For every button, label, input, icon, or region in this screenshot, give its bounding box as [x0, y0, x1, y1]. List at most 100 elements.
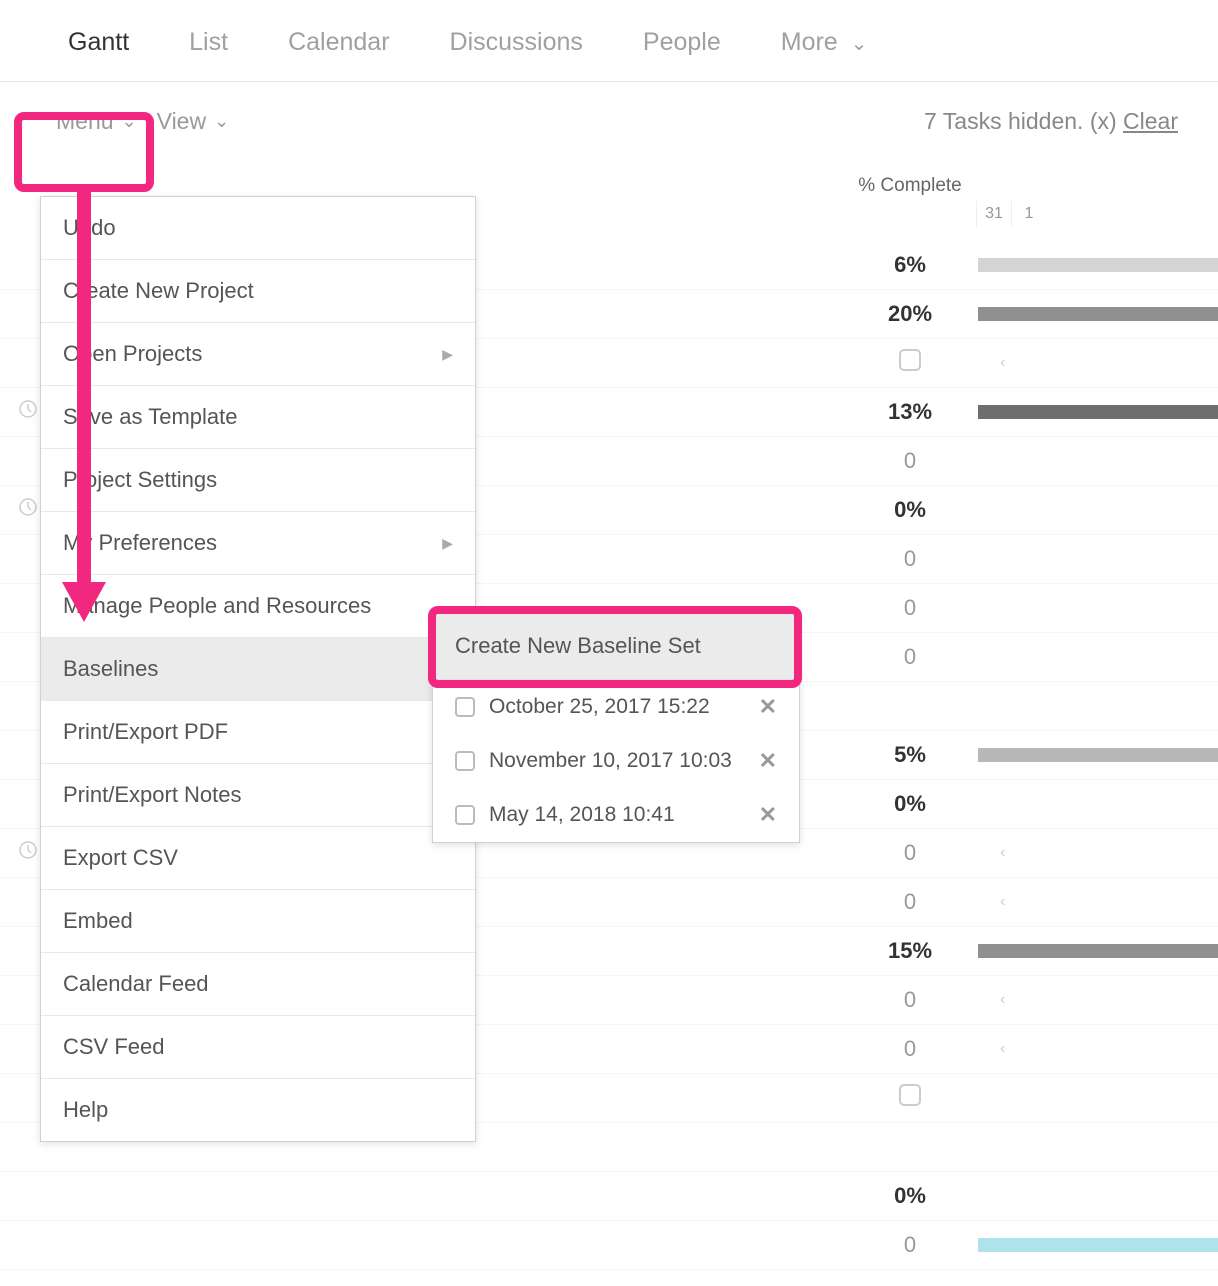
menu-item-print-export-notes[interactable]: Print/Export Notes — [41, 764, 475, 827]
gantt-bar[interactable] — [978, 1238, 1218, 1252]
submenu-arrow-icon: ▶ — [442, 346, 453, 363]
percent-complete: 0% — [850, 791, 970, 817]
menu-button-label: Menu — [56, 108, 114, 135]
menu-item-embed[interactable]: Embed — [41, 890, 475, 953]
collapse-chevron-icon[interactable]: ‹ — [1000, 354, 1005, 372]
tab-people[interactable]: People — [643, 28, 721, 57]
menu-button[interactable]: Menu ⌄ — [50, 104, 143, 139]
percent-complete: 0% — [850, 1183, 970, 1209]
menu-item-label: Print/Export Notes — [63, 782, 242, 808]
tab-list[interactable]: List — [189, 28, 228, 57]
percent-complete: 0 — [850, 840, 970, 866]
menu-item-label: Undo — [63, 215, 116, 241]
menu-item-label: Manage People and Resources — [63, 593, 371, 619]
menu-item-label: Help — [63, 1097, 108, 1123]
percent-complete: 0% — [850, 497, 970, 523]
clear-prefix: (x) — [1090, 108, 1117, 134]
collapse-chevron-icon[interactable]: ‹ — [1000, 844, 1005, 862]
menu-item-label: Project Settings — [63, 467, 217, 493]
clear-hidden-link[interactable]: Clear — [1123, 108, 1178, 134]
baseline-label: October 25, 2017 15:22 — [489, 695, 710, 719]
menu-item-my-preferences[interactable]: My Preferences ▶ — [41, 512, 475, 575]
create-baseline-set[interactable]: Create New Baseline Set — [433, 613, 799, 680]
baseline-checkbox[interactable] — [455, 805, 475, 825]
menu-dropdown: Undo Create New Project Open Projects ▶ Save… — [40, 196, 476, 1142]
baseline-checkbox[interactable] — [455, 697, 475, 717]
baseline-item[interactable]: October 25, 2017 15:22 ✕ — [433, 680, 799, 734]
collapse-chevron-icon[interactable]: ‹ — [1000, 1040, 1005, 1058]
menu-item-help[interactable]: Help — [41, 1079, 475, 1141]
gantt-bar[interactable] — [978, 307, 1218, 321]
menu-item-print-export-pdf[interactable]: Print/Export PDF — [41, 701, 475, 764]
task-row[interactable]: 0 — [0, 1221, 1218, 1270]
chevron-down-icon: ⌄ — [214, 111, 229, 132]
collapse-chevron-icon[interactable]: ‹ — [1000, 893, 1005, 911]
menu-item-export-csv[interactable]: Export CSV — [41, 827, 475, 890]
day-label: 31 — [976, 201, 1011, 227]
menu-item-project-settings[interactable]: Project Settings — [41, 449, 475, 512]
baseline-item[interactable]: November 10, 2017 10:03 ✕ — [433, 734, 799, 788]
menu-item-baselines[interactable]: Baselines▶ — [41, 638, 475, 701]
menu-item-label: Save as Template — [63, 404, 237, 430]
task-checkbox[interactable] — [899, 1084, 921, 1106]
hidden-tasks-notice: 7 Tasks hidden. (x) Clear — [924, 108, 1178, 135]
gantt-bar[interactable] — [978, 258, 1218, 272]
menu-item-csv-feed[interactable]: CSV Feed — [41, 1016, 475, 1079]
delete-baseline-icon[interactable]: ✕ — [759, 694, 777, 720]
toolbar: Menu ⌄ View ⌄ 7 Tasks hidden. (x) Clear — [0, 82, 1218, 161]
delete-baseline-icon[interactable]: ✕ — [759, 802, 777, 828]
gantt-bar[interactable] — [978, 748, 1218, 762]
tab-more[interactable]: More ⌄ — [781, 28, 868, 57]
baseline-label: May 14, 2018 10:41 — [489, 803, 675, 827]
day-headers: 31 1 — [976, 201, 1046, 227]
menu-item-label: Calendar Feed — [63, 971, 209, 997]
menu-item-undo[interactable]: Undo — [41, 197, 475, 260]
menu-item-label: Embed — [63, 908, 133, 934]
menu-item-open-projects[interactable]: Open Projects ▶ — [41, 323, 475, 386]
gantt-bar[interactable] — [978, 944, 1218, 958]
tab-discussions[interactable]: Discussions — [450, 28, 583, 57]
task-row[interactable]: 0% — [0, 1172, 1218, 1221]
menu-item-create-new-project[interactable]: Create New Project — [41, 260, 475, 323]
view-button[interactable]: View ⌄ — [151, 104, 236, 139]
menu-item-label: CSV Feed — [63, 1034, 165, 1060]
day-label: 1 — [1011, 201, 1046, 227]
percent-complete: 0 — [850, 546, 970, 572]
menu-item-label: My Preferences — [63, 530, 217, 556]
menu-item-label: Export CSV — [63, 845, 178, 871]
row-checkbox-cell — [850, 349, 970, 377]
hidden-tasks-count: 7 Tasks hidden. — [924, 108, 1083, 134]
baseline-checkbox[interactable] — [455, 751, 475, 771]
menu-item-label: Open Projects — [63, 341, 202, 367]
task-checkbox[interactable] — [899, 349, 921, 371]
clock-icon — [18, 840, 38, 866]
menu-item-label: Print/Export PDF — [63, 719, 228, 745]
chevron-down-icon: ⌄ — [122, 111, 137, 132]
toolbar-left: Menu ⌄ View ⌄ — [50, 104, 235, 139]
percent-complete: 0 — [850, 987, 970, 1013]
menu-item-save-as-template[interactable]: Save as Template — [41, 386, 475, 449]
column-header-complete: % Complete — [850, 161, 970, 211]
percent-complete: 0 — [850, 595, 970, 621]
submenu-arrow-icon: ▶ — [442, 535, 453, 552]
percent-complete: 5% — [850, 742, 970, 768]
menu-item-calendar-feed[interactable]: Calendar Feed — [41, 953, 475, 1016]
view-button-label: View — [157, 108, 206, 135]
chevron-down-icon: ⌄ — [851, 33, 868, 55]
baseline-item[interactable]: May 14, 2018 10:41 ✕ — [433, 788, 799, 842]
percent-complete: 0 — [850, 1232, 970, 1258]
menu-item-manage-people-and-resources[interactable]: Manage People and Resources — [41, 575, 475, 638]
tab-calendar[interactable]: Calendar — [288, 28, 389, 57]
baseline-label: November 10, 2017 10:03 — [489, 749, 732, 773]
percent-complete: 6% — [850, 252, 970, 278]
delete-baseline-icon[interactable]: ✕ — [759, 748, 777, 774]
percent-complete: 13% — [850, 399, 970, 425]
tab-navigation: Gantt List Calendar Discussions People M… — [0, 0, 1218, 82]
tab-gantt[interactable]: Gantt — [68, 28, 129, 57]
baselines-submenu: Create New Baseline Set October 25, 2017… — [432, 612, 800, 843]
gantt-bar[interactable] — [978, 405, 1218, 419]
percent-complete: 15% — [850, 938, 970, 964]
menu-item-label: Baselines — [63, 656, 158, 682]
percent-complete: 0 — [850, 1036, 970, 1062]
collapse-chevron-icon[interactable]: ‹ — [1000, 991, 1005, 1009]
